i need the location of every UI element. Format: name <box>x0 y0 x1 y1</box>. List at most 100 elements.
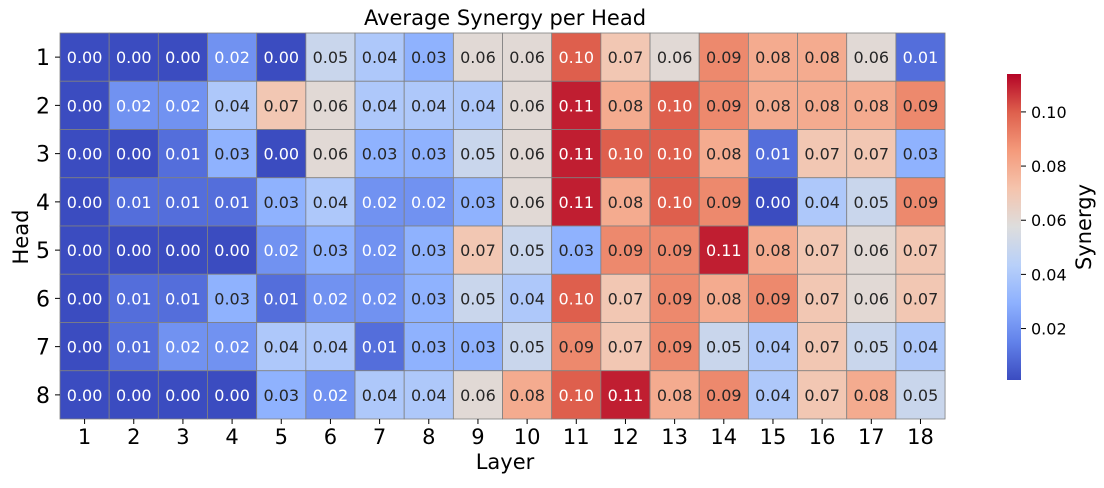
y-tick-label: 5 <box>36 239 50 264</box>
cell-value-label: 0.00 <box>263 145 299 164</box>
heatmap-cell <box>797 322 848 372</box>
cell-value-label: 0.10 <box>657 96 693 115</box>
x-tick-label: 11 <box>563 425 590 449</box>
heatmap-cell <box>108 32 159 82</box>
heatmap-cell <box>452 129 503 179</box>
heatmap-cell <box>59 129 110 179</box>
colorbar-tick-label: 0.10 <box>1031 103 1067 122</box>
heatmap-cell <box>502 322 553 372</box>
x-tick-label: 15 <box>760 425 787 449</box>
cell-value-label: 0.08 <box>608 96 644 115</box>
cell-value-label: 0.06 <box>509 96 545 115</box>
cell-value-label: 0.04 <box>214 96 250 115</box>
cell-value-label: 0.08 <box>755 48 791 67</box>
cell-value-label: 0.00 <box>165 386 201 405</box>
heatmap-cell <box>895 32 946 82</box>
cell-value-label: 0.08 <box>853 96 889 115</box>
heatmap-cell <box>698 322 749 372</box>
x-tick-label: 14 <box>710 425 737 449</box>
cell-value-label: 0.04 <box>903 338 939 357</box>
cell-value-label: 0.05 <box>903 386 939 405</box>
heatmap-cell <box>403 32 454 82</box>
cell-value-label: 0.00 <box>116 241 152 260</box>
heatmap-cell <box>600 129 651 179</box>
heatmap-cell <box>305 370 356 420</box>
heatmap-cell <box>551 225 602 275</box>
cell-value-label: 0.10 <box>558 289 594 308</box>
heatmap-cell <box>256 177 307 227</box>
heatmap-cell <box>895 273 946 323</box>
x-axis-ticks: 1 2 3 4 5 6 7 8 9 10 11 12 13 14 15 16 17 18 <box>78 419 934 449</box>
cell-value-label: 0.03 <box>558 241 594 260</box>
cell-value-label: 0.04 <box>362 96 398 115</box>
cell-value-label: 0.02 <box>362 289 398 308</box>
cell-value-label: 0.06 <box>853 48 889 67</box>
cell-value-label: 0.02 <box>362 193 398 212</box>
heatmap-cell <box>108 322 159 372</box>
cell-value-label: 0.05 <box>460 289 496 308</box>
cell-value-label: 0.05 <box>313 48 349 67</box>
heatmap-cell <box>59 225 110 275</box>
heatmap-cell <box>747 177 798 227</box>
cell-value-label: 0.02 <box>214 338 250 357</box>
heatmap-cell <box>747 225 798 275</box>
heatmap-cell <box>157 32 208 82</box>
heatmap-cell <box>305 32 356 82</box>
heatmap-cell <box>354 80 405 130</box>
cell-value-label: 0.07 <box>608 338 644 357</box>
cell-value-label: 0.01 <box>903 48 939 67</box>
cell-value-label: 0.10 <box>608 145 644 164</box>
heatmap-cell <box>502 225 553 275</box>
heatmap-cell <box>157 225 208 275</box>
cell-value-label: 0.00 <box>67 48 103 67</box>
cell-value-label: 0.11 <box>558 193 594 212</box>
heatmap-cell <box>649 370 700 420</box>
cell-value-label: 0.01 <box>362 338 398 357</box>
heatmap-cell <box>256 225 307 275</box>
cell-value-label: 0.01 <box>116 289 152 308</box>
heatmap-cell <box>797 32 848 82</box>
y-tick-label: 2 <box>36 94 50 119</box>
cell-value-label: 0.00 <box>116 48 152 67</box>
x-tick-label: 5 <box>275 425 288 449</box>
heatmap-cell <box>551 80 602 130</box>
x-tick-label: 3 <box>176 425 189 449</box>
heatmap-cell <box>502 32 553 82</box>
x-tick-label: 9 <box>471 425 484 449</box>
cell-value-label: 0.09 <box>903 193 939 212</box>
cell-value-label: 0.01 <box>755 145 791 164</box>
heatmap-cell <box>551 129 602 179</box>
cell-value-label: 0.03 <box>362 145 398 164</box>
cell-value-label: 0.07 <box>903 241 939 260</box>
cell-value-label: 0.09 <box>903 96 939 115</box>
cell-value-label: 0.03 <box>411 289 447 308</box>
cell-value-label: 0.03 <box>460 338 496 357</box>
cell-value-label: 0.08 <box>804 48 840 67</box>
x-tick-label: 16 <box>809 425 836 449</box>
cell-value-label: 0.07 <box>608 48 644 67</box>
cell-value-label: 0.03 <box>313 241 349 260</box>
cell-value-label: 0.02 <box>165 96 201 115</box>
cell-value-label: 0.09 <box>657 289 693 308</box>
cell-value-label: 0.00 <box>67 96 103 115</box>
heatmap-cell <box>846 370 897 420</box>
cell-value-label: 0.05 <box>853 193 889 212</box>
heatmap-cell <box>797 177 848 227</box>
heatmap-cell <box>403 322 454 372</box>
x-tick-label: 2 <box>127 425 140 449</box>
heatmap-cell <box>256 80 307 130</box>
heatmap-cell <box>403 370 454 420</box>
colorbar-tick-label: 0.04 <box>1031 265 1067 284</box>
heatmap-cell <box>59 177 110 227</box>
x-tick-label: 12 <box>612 425 639 449</box>
y-axis-label: Head <box>9 210 33 265</box>
cell-value-label: 0.06 <box>460 48 496 67</box>
cell-value-label: 0.08 <box>657 386 693 405</box>
cell-value-label: 0.04 <box>411 386 447 405</box>
heatmap-cell <box>502 129 553 179</box>
colorbar-tick-label: 0.06 <box>1031 211 1067 230</box>
cell-value-label: 0.03 <box>214 145 250 164</box>
cell-value-label: 0.04 <box>362 48 398 67</box>
heatmap-cell <box>354 177 405 227</box>
cell-value-label: 0.03 <box>411 48 447 67</box>
